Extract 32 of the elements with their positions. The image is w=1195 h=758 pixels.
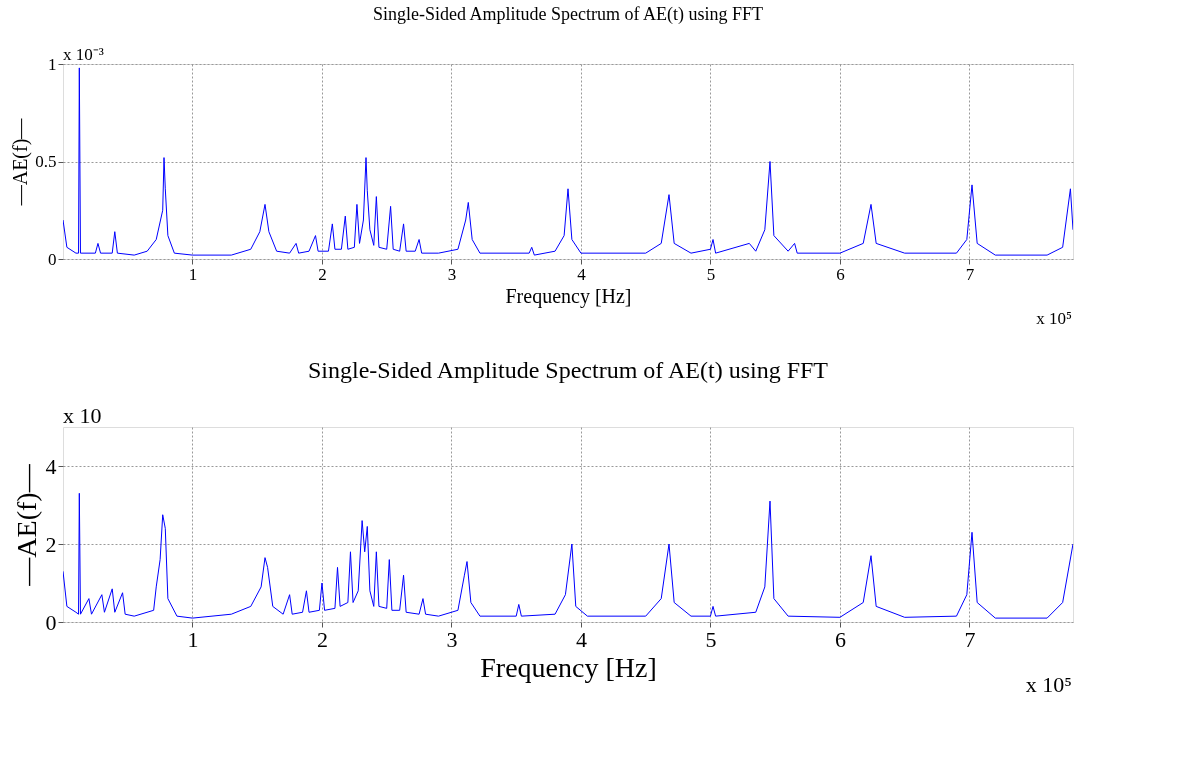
x-tick-label: 2	[316, 626, 328, 652]
chart-title: Single-Sided Amplitude Spectrum of AE(t) using FFT	[308, 357, 829, 383]
text: x 10⁵	[1036, 309, 1073, 328]
line-series	[63, 67, 1073, 256]
y-tick-label: 0	[45, 609, 57, 635]
y-tick-label: 0.5	[35, 152, 57, 171]
x-axis-title: Frequency [Hz]	[505, 284, 632, 308]
x-tick-label: 7	[965, 264, 975, 284]
y-tick-label: 0	[48, 249, 57, 269]
x-tick-label: 5	[705, 626, 717, 652]
x-tick-label: 3	[446, 626, 458, 652]
x-tick-label: 4	[577, 264, 587, 284]
x-tick-label: 1	[187, 626, 199, 652]
x-tick-label: 4	[575, 626, 587, 652]
x-tick-label: 6	[836, 264, 845, 284]
y-tick-label: 4	[45, 453, 57, 479]
x-axis-title: Frequency [Hz]	[480, 651, 657, 683]
y-tick-label: 2	[45, 531, 57, 557]
x-tick-label: 7	[964, 626, 976, 652]
line-series	[63, 492, 1073, 619]
x-tick-label: 2	[318, 264, 327, 284]
annotation: x 10	[63, 403, 102, 428]
chart-title: Single-Sided Amplitude Spectrum of AE(t) using FFT	[373, 4, 763, 25]
text: x 10⁻³	[63, 45, 104, 64]
y-axis-title: —AE(f)—	[9, 117, 33, 207]
x-tick-label: 5	[706, 264, 716, 284]
x-tick-label: 6	[834, 626, 846, 652]
x-tick-label: 1	[188, 264, 198, 284]
y-axis-title: —AE(f)—	[10, 463, 42, 587]
y-tick-label: 1	[48, 54, 57, 74]
x-tick-label: 3	[447, 264, 457, 284]
text: x 10⁵	[1025, 672, 1072, 697]
